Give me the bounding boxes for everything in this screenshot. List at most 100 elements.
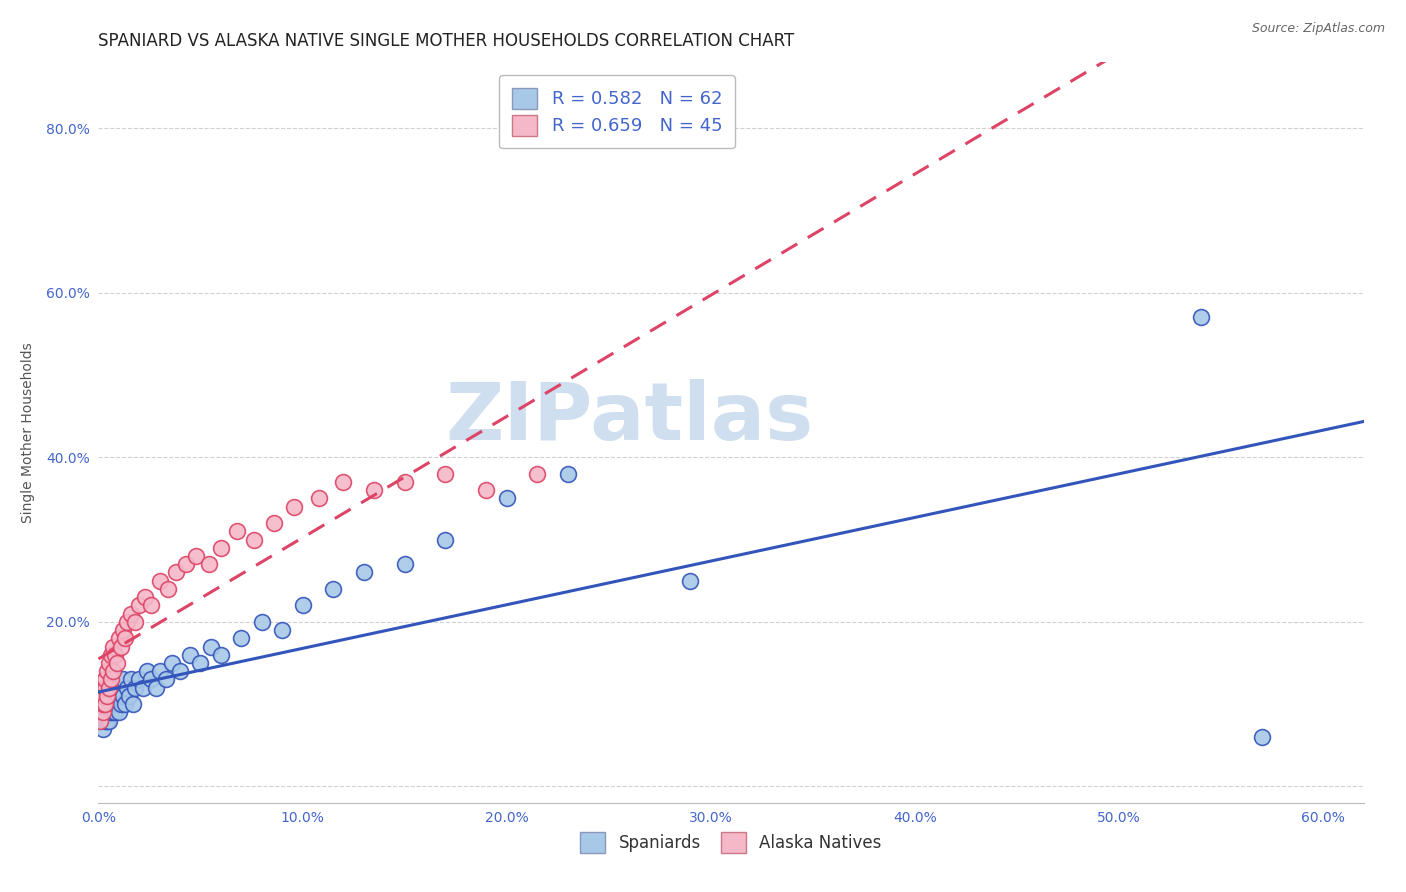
Point [97,681,120,695]
Point [104,706,127,720]
Point [495,491,517,506]
Point [124,615,146,629]
Point [89,714,111,728]
Point [93,681,115,695]
Point [105,681,128,695]
Point [363,483,385,498]
Point [104,648,127,662]
Point [283,500,305,514]
Point [91,697,114,711]
Point [108,706,131,720]
Point [242,533,264,547]
Point [111,689,134,703]
Text: ZIPatlas: ZIPatlas [446,379,814,457]
Point [332,475,354,489]
Point [174,558,197,572]
Point [231,632,253,646]
Point [104,689,127,703]
Point [108,689,131,703]
Point [105,656,128,670]
Point [308,491,330,506]
Point [475,483,498,498]
Point [186,549,208,563]
Point [101,697,124,711]
Point [394,475,416,489]
Point [209,648,232,662]
Point [97,714,120,728]
Point [155,673,177,687]
Point [108,632,131,646]
Point [93,706,115,720]
Point [100,697,122,711]
Point [120,673,142,687]
Point [136,664,159,678]
Point [110,640,132,654]
Point [149,664,172,678]
Legend: Spaniards, Alaska Natives: Spaniards, Alaska Natives [572,824,890,861]
Point [160,656,183,670]
Point [1250,730,1272,744]
Point [91,689,114,703]
Point [96,714,118,728]
Point [134,590,156,604]
Point [263,516,285,530]
Point [93,697,115,711]
Point [557,467,579,481]
Point [115,681,138,695]
Point [128,599,150,613]
Y-axis label: Single Mother Households: Single Mother Households [21,343,35,523]
Point [114,697,136,711]
Point [93,714,115,728]
Point [91,706,114,720]
Point [96,689,118,703]
Point [97,697,120,711]
Point [118,689,141,703]
Point [128,673,150,687]
Point [169,664,191,678]
Point [200,640,222,654]
Point [434,533,457,547]
Point [250,615,273,629]
Point [115,615,138,629]
Point [91,722,114,736]
Point [291,599,314,613]
Point [1189,310,1212,325]
Point [100,706,122,720]
Point [149,574,172,588]
Point [526,467,548,481]
Point [114,632,136,646]
Point [190,656,212,670]
Point [197,558,219,572]
Point [141,673,163,687]
Point [91,689,114,703]
Point [353,566,375,580]
Point [111,623,134,637]
Point [105,697,128,711]
Point [141,599,163,613]
Text: SPANIARD VS ALASKA NATIVE SINGLE MOTHER HOUSEHOLDS CORRELATION CHART: SPANIARD VS ALASKA NATIVE SINGLE MOTHER … [98,32,794,50]
Point [100,673,122,687]
Point [101,706,124,720]
Point [93,673,115,687]
Point [100,689,122,703]
Point [394,558,416,572]
Point [156,582,179,596]
Point [96,706,118,720]
Point [96,664,118,678]
Point [101,640,124,654]
Point [145,681,167,695]
Point [434,467,457,481]
Point [97,656,120,670]
Point [101,664,124,678]
Point [93,697,115,711]
Point [91,706,114,720]
Point [100,648,122,662]
Point [93,681,115,695]
Point [124,681,146,695]
Text: Source: ZipAtlas.com: Source: ZipAtlas.com [1251,22,1385,36]
Point [271,623,294,637]
Point [122,697,145,711]
Point [97,706,120,720]
Point [322,582,344,596]
Point [89,714,111,728]
